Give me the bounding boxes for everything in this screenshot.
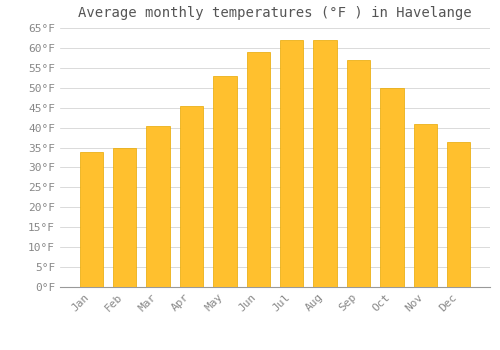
Bar [146,126,170,287]
Bar [180,106,203,287]
Bar [213,76,236,287]
Title: Average monthly temperatures (°F ) in Havelange: Average monthly temperatures (°F ) in Ha… [78,6,472,20]
Bar [380,88,404,287]
Bar [80,152,103,287]
Bar [314,40,337,287]
Bar [347,60,370,287]
Bar [414,124,437,287]
Bar [246,52,270,287]
Bar [280,40,303,287]
Bar [113,148,136,287]
Bar [447,141,470,287]
